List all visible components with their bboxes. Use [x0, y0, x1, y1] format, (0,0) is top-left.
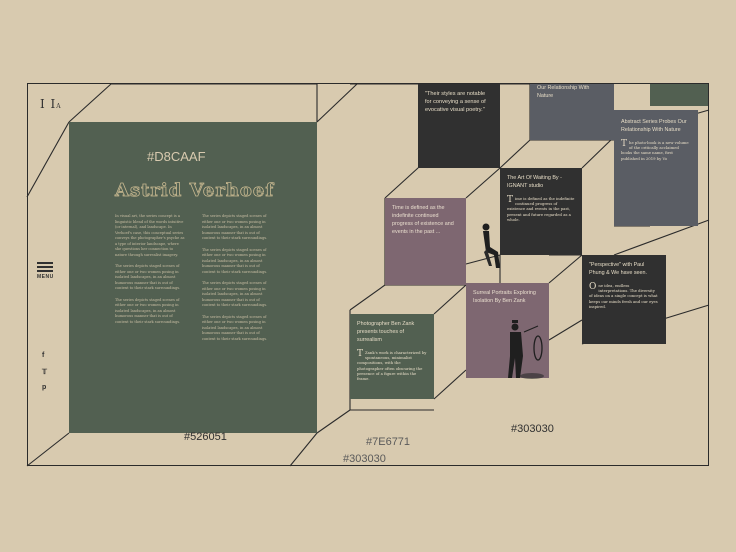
color-hex-label: #D8CAAF — [147, 149, 206, 164]
green-card[interactable] — [650, 84, 708, 106]
hamburger-line — [37, 266, 53, 268]
menu-button[interactable]: MENU — [37, 260, 53, 280]
hamburger-line — [37, 262, 53, 264]
green-swatch-caption: #526051 — [184, 431, 227, 443]
twitter-icon[interactable]: 𝕋 — [42, 369, 47, 376]
pinterest-icon[interactable]: p — [42, 384, 47, 391]
standing-figure-with-hoop — [508, 320, 544, 379]
abstract-series-card[interactable]: Abstract Series Probes Our Relationship … — [614, 110, 698, 226]
artist-panel: #D8CAAF Astrid Verhoef In visual art, th… — [69, 122, 317, 433]
menu-label: MENU — [37, 274, 54, 280]
text-column-right: The series depicts staged scenes of eith… — [202, 214, 268, 341]
time-card[interactable]: Time is defined as the indefinite contin… — [385, 198, 466, 285]
hamburger-line — [37, 270, 53, 272]
quote-card[interactable]: "Their styles are notable for conveying … — [418, 84, 500, 168]
floor-swatch-caption: #303030 — [343, 453, 386, 465]
perspective-card[interactable]: "Perspective" with Paul Phung & We have … — [582, 255, 666, 344]
text-column-left: In visual art, the series concept is a l… — [115, 214, 185, 324]
photographer-card[interactable]: Photographer Ben Zank presents touches o… — [350, 314, 434, 399]
dark-swatch-caption: #303030 — [511, 423, 554, 435]
mauve-swatch-caption: #7E6771 — [366, 436, 411, 448]
sitting-man-figure — [482, 223, 500, 268]
facebook-icon[interactable]: f — [42, 352, 45, 359]
relationship-card[interactable]: Our Relationship With Nature — [530, 84, 614, 140]
site-logo[interactable]: I IA — [40, 97, 62, 111]
surreal-portraits-card[interactable]: Surreal Portraits Exploring Isolation By… — [466, 283, 549, 378]
artist-title: Astrid Verhoef — [115, 180, 275, 202]
